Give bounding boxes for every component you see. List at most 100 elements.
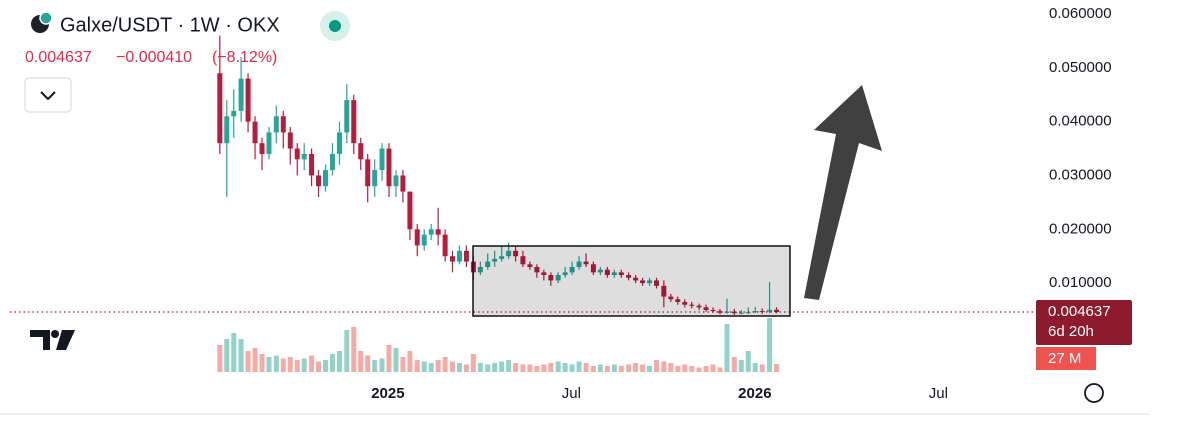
volume-bar	[562, 363, 568, 372]
volume-bar	[414, 360, 420, 372]
candle-body	[626, 275, 632, 278]
volume-bar	[266, 357, 272, 372]
candle-body	[555, 275, 561, 281]
candle-body	[548, 275, 554, 281]
volume-bar	[309, 355, 315, 372]
candle-body	[499, 256, 505, 259]
volume-bar	[759, 364, 765, 372]
volume-bar	[583, 363, 589, 372]
candle-body	[633, 277, 639, 281]
candle-body	[294, 148, 300, 160]
candle-body	[562, 272, 568, 276]
volume-bar	[259, 354, 265, 372]
volume-bar	[513, 363, 519, 372]
candle-body	[689, 304, 695, 306]
volume-bar	[555, 361, 561, 372]
candle-body	[358, 143, 364, 160]
price-tag-label: 0.004637	[1048, 303, 1111, 320]
volume-bar	[280, 358, 286, 372]
volume-bar	[245, 351, 251, 372]
candle-body	[647, 280, 653, 284]
range-box	[472, 245, 791, 317]
candle-body	[731, 311, 737, 314]
status-dot	[329, 20, 341, 32]
volume-bar	[393, 348, 399, 372]
volume-bar	[724, 324, 730, 372]
candle-body	[477, 266, 483, 273]
volume-bar	[703, 366, 709, 372]
volume-bar	[506, 360, 512, 372]
volume-bar	[449, 361, 455, 372]
volume-bar	[492, 363, 498, 372]
volume-bar	[477, 363, 483, 372]
y-tick-label: 0.020000	[1049, 220, 1112, 237]
countdown: 6d 20h	[1048, 323, 1094, 340]
volume-bar	[527, 364, 533, 372]
candle-body	[379, 148, 385, 171]
settings-icon[interactable]	[1084, 383, 1104, 403]
volume-bar	[752, 363, 758, 372]
volume-bar	[386, 345, 392, 372]
volume-bar	[224, 339, 230, 372]
x-tick-label: Jul	[562, 385, 581, 402]
arrow-annotation	[804, 85, 882, 300]
volume-bar	[640, 364, 646, 372]
candle-body	[238, 78, 244, 111]
volume-bar	[301, 358, 307, 372]
y-tick-label: 0.010000	[1049, 274, 1112, 291]
volume-bar	[682, 364, 688, 372]
volume-bar	[358, 351, 364, 372]
candle-body	[492, 258, 498, 262]
candle-body	[463, 250, 469, 262]
volume-bar	[365, 355, 371, 372]
candle-body	[329, 153, 335, 171]
volume-bar	[738, 360, 744, 372]
candle-body	[231, 110, 237, 117]
candle-body	[301, 153, 307, 160]
x-tick-label: Jul	[929, 385, 948, 402]
volume-bar	[654, 360, 660, 372]
volume-bar	[675, 366, 681, 372]
volume-bar	[710, 364, 716, 372]
candle-body	[344, 100, 350, 133]
candle-body	[407, 191, 413, 230]
volume-bar	[668, 363, 674, 372]
volume-tag	[1036, 347, 1096, 370]
candle-body	[393, 175, 399, 187]
collapse-button[interactable]	[24, 77, 72, 113]
candle-body	[703, 307, 709, 311]
candle-body	[576, 261, 582, 267]
candle-body	[485, 261, 491, 267]
candle-body	[287, 132, 293, 149]
volume-bar	[604, 366, 610, 372]
volume-bar	[400, 357, 406, 372]
header: Galxe/USDT · 1W · OKX 0.004637 −0.000410…	[24, 11, 350, 113]
candle-body	[435, 229, 441, 235]
last-price: 0.004637	[25, 49, 92, 66]
candle-body	[309, 153, 315, 176]
candle-body	[668, 296, 674, 300]
candle-body	[273, 116, 279, 133]
candle-body	[569, 266, 575, 273]
candle-body	[449, 256, 455, 262]
volume-bar	[661, 361, 667, 372]
candle-body	[456, 250, 462, 262]
volume-bar	[576, 361, 582, 372]
candle-body	[323, 170, 329, 187]
logo	[39, 11, 53, 25]
volume-bar	[329, 354, 335, 372]
candle-body	[252, 121, 258, 144]
candle-body	[316, 175, 322, 187]
candle-body	[421, 234, 427, 246]
candle-body	[217, 73, 223, 144]
volume-bar	[428, 363, 434, 372]
candle-body	[611, 272, 617, 276]
volume-bar	[520, 364, 526, 372]
volume-bar	[548, 363, 554, 372]
candle-body	[618, 272, 624, 276]
candle-body	[604, 269, 610, 276]
candle-body	[541, 272, 547, 276]
volume-bar	[633, 363, 639, 372]
candle-body	[259, 143, 265, 154]
